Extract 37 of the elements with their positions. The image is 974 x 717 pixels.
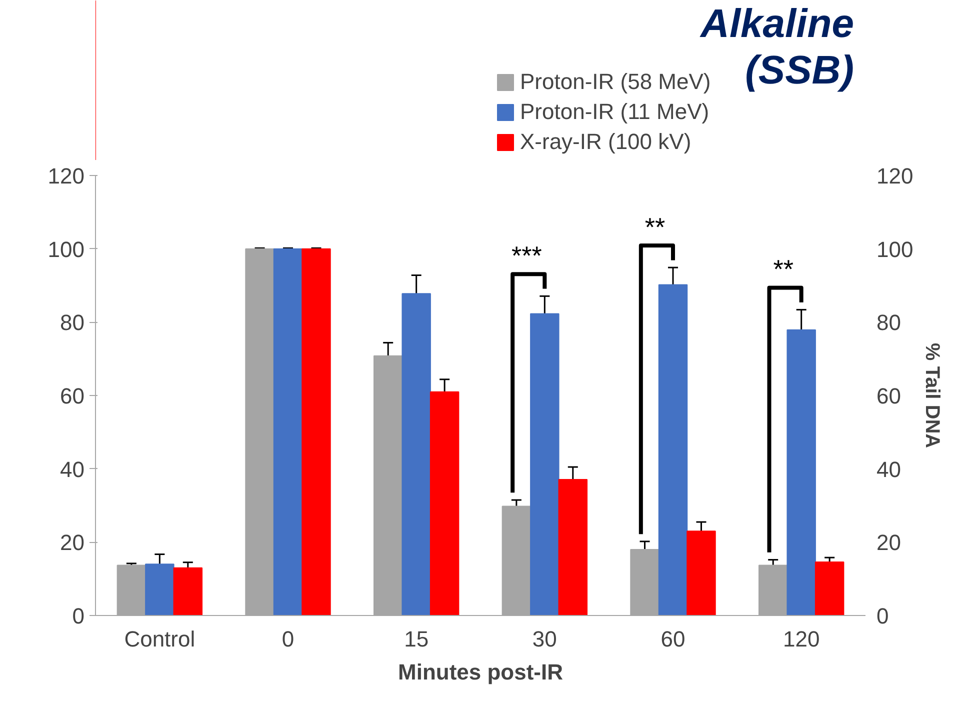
x-tick-label: 0 [282, 626, 294, 652]
annotation: ** [773, 254, 794, 284]
y2-tick-label: 100 [876, 236, 914, 262]
y2-axis-title: % Tail DNA [921, 342, 944, 448]
y2-tick-label: 80 [876, 310, 901, 336]
legend-label: X-ray-IR (100 kV) [520, 129, 692, 155]
x-tick-label: 30 [532, 626, 557, 652]
bar [430, 391, 460, 616]
bar [173, 567, 203, 616]
legend-label: Proton-IR (11 MeV) [520, 99, 710, 125]
bar [302, 248, 331, 616]
bar [814, 561, 844, 616]
y2-tick-label: 120 [876, 164, 914, 188]
bar [402, 293, 431, 616]
y2-tick-label: 20 [876, 530, 901, 556]
annotation: *** [512, 240, 542, 270]
annotation: ** [644, 212, 666, 242]
y-tick-label: 120 [48, 164, 85, 188]
y-tick-label: 20 [60, 530, 85, 556]
y-tick-label: 60 [60, 384, 85, 408]
x-tick-label: Control [124, 626, 196, 652]
y-tick-label: 80 [60, 310, 85, 336]
bar [558, 478, 588, 616]
y-tick-label: 100 [48, 236, 85, 262]
x-tick-label: 60 [660, 626, 686, 652]
x-tick-label: 120 [782, 626, 820, 652]
y-tick-label: 0 [72, 604, 85, 628]
y2-tick-label: 0 [876, 604, 889, 628]
x-tick-label: 15 [404, 626, 429, 652]
bar [273, 248, 303, 616]
x-axis-title: Minutes post-IR [398, 660, 564, 684]
bar [686, 530, 716, 616]
y-tick-label: 40 [60, 456, 85, 482]
y2-tick-label: 40 [876, 456, 901, 482]
legend-label: Proton-IR (58 MeV) [520, 69, 711, 95]
bar [145, 564, 174, 616]
y2-tick-label: 60 [876, 384, 901, 408]
